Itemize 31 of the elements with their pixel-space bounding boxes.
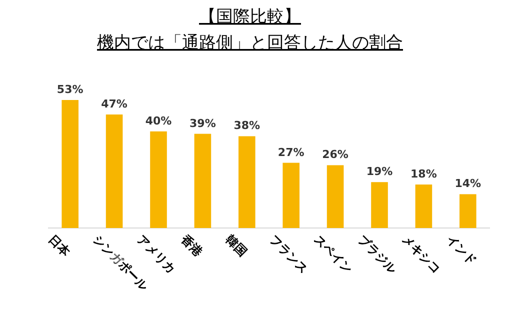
data-label: 26% <box>322 148 348 162</box>
data-label: 14% <box>454 177 482 190</box>
bar <box>415 184 432 228</box>
bar <box>62 100 78 228</box>
bar <box>194 134 212 228</box>
data-label: 38% <box>234 119 260 132</box>
bar <box>238 136 256 228</box>
x-tick-label: スペイン <box>311 232 356 276</box>
x-tick-label: ブラジル <box>355 232 400 277</box>
data-label: 47% <box>101 97 128 110</box>
chart-subtitle: 機内では「通路側」と回答した人の割合 <box>97 33 403 53</box>
x-tick-label: メキシコ <box>400 232 444 276</box>
x-tick-label: アメリカ <box>134 232 178 276</box>
x-tick-label: 日本 <box>46 232 74 260</box>
data-label: 39% <box>190 116 216 130</box>
data-label: 40% <box>145 114 172 128</box>
data-label: 18% <box>410 168 437 181</box>
bar <box>282 162 300 228</box>
data-label: 19% <box>366 165 393 178</box>
data-label: 53% <box>56 83 84 96</box>
bar <box>150 131 167 228</box>
x-tick-label: フランス <box>266 232 311 276</box>
x-tick-label: インド <box>444 232 480 268</box>
bar <box>326 165 344 228</box>
bar <box>106 114 123 228</box>
x-tick-label: 香港 <box>178 232 206 260</box>
x-tick-label: 韓国 <box>222 232 250 260</box>
chart-title: 【国際比較】 <box>199 7 301 27</box>
data-label: 27% <box>278 146 304 159</box>
bar <box>460 194 476 228</box>
bar <box>371 182 388 228</box>
